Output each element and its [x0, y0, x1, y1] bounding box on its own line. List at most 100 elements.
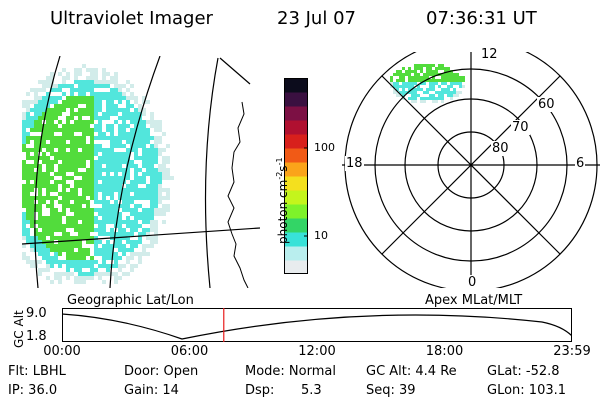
- aurora-pixel: [50, 128, 54, 132]
- aurora-pixel: [38, 172, 42, 176]
- aurora-pixel: [150, 244, 154, 248]
- aurora-pixel: [86, 84, 90, 88]
- aurora-pixel: [98, 100, 102, 104]
- aurora-pixel: [78, 96, 82, 100]
- aurora-pixel: [70, 256, 74, 260]
- polar-aurora-pixel: [438, 97, 441, 100]
- aurora-pixel: [70, 152, 74, 156]
- aurora-pixel: [50, 140, 54, 144]
- aurora-pixel: [74, 196, 78, 200]
- aurora-pixel: [130, 180, 134, 184]
- aurora-pixel: [50, 248, 54, 252]
- aurora-pixel: [130, 232, 134, 236]
- aurora-pixel: [110, 272, 114, 276]
- aurora-pixel: [98, 144, 102, 148]
- aurora-pixel: [86, 172, 90, 176]
- aurora-pixel: [154, 148, 158, 152]
- polar-aurora-pixel: [396, 70, 399, 73]
- aurora-pixel: [74, 188, 78, 192]
- aurora-pixel: [154, 204, 158, 208]
- aurora-pixel: [122, 144, 126, 148]
- aurora-pixel: [38, 204, 42, 208]
- aurora-pixel: [54, 152, 58, 156]
- polar-aurora-pixel: [420, 79, 423, 82]
- aurora-pixel: [42, 180, 46, 184]
- status-gain: Gain: 14: [124, 383, 179, 398]
- aurora-pixel: [26, 148, 30, 152]
- aurora-pixel: [34, 112, 38, 116]
- aurora-pixel: [70, 244, 74, 248]
- aurora-pixel: [38, 156, 42, 160]
- aurora-pixel: [98, 92, 102, 96]
- aurora-pixel: [54, 260, 58, 264]
- aurora-pixel: [110, 80, 114, 84]
- polar-aurora-pixel: [447, 85, 450, 88]
- aurora-pixel: [86, 132, 90, 136]
- aurora-pixel: [50, 208, 54, 212]
- aurora-pixel: [158, 148, 162, 152]
- aurora-pixel: [86, 276, 90, 280]
- polar-aurora-pixel: [411, 85, 414, 88]
- aurora-pixel: [74, 236, 78, 240]
- aurora-pixel: [42, 248, 46, 252]
- aurora-pixel: [106, 204, 110, 208]
- polar-aurora-pixel: [435, 97, 438, 100]
- aurora-pixel: [94, 144, 98, 148]
- aurora-pixel: [110, 112, 114, 116]
- geo-grid-line: [22, 227, 260, 245]
- aurora-pixel: [98, 108, 102, 112]
- aurora-pixel: [94, 252, 98, 256]
- aurora-pixel: [58, 172, 62, 176]
- polar-aurora-pixel: [435, 82, 438, 85]
- aurora-pixel: [130, 228, 134, 232]
- colorbar: [284, 78, 308, 274]
- aurora-pixel: [86, 192, 90, 196]
- aurora-pixel: [74, 164, 78, 168]
- aurora-pixel: [98, 212, 102, 216]
- aurora-pixel: [82, 260, 86, 264]
- aurora-pixel: [138, 224, 142, 228]
- aurora-pixel: [62, 212, 66, 216]
- aurora-pixel: [126, 104, 130, 108]
- polar-aurora-pixel: [432, 88, 435, 91]
- aurora-pixel: [42, 108, 46, 112]
- aurora-pixel: [70, 124, 74, 128]
- aurora-pixel: [34, 240, 38, 244]
- aurora-pixel: [78, 156, 82, 160]
- aurora-pixel: [102, 168, 106, 172]
- aurora-pixel: [114, 200, 118, 204]
- aurora-pixel: [26, 112, 30, 116]
- aurora-pixel: [78, 152, 82, 156]
- aurora-pixel: [26, 116, 30, 120]
- aurora-pixel: [90, 192, 94, 196]
- aurora-pixel: [102, 80, 106, 84]
- aurora-pixel: [114, 260, 118, 264]
- alt-y-min: 1.8: [26, 329, 47, 344]
- aurora-pixel: [54, 112, 58, 116]
- aurora-pixel: [22, 128, 26, 132]
- aurora-pixel: [78, 232, 82, 236]
- aurora-pixel: [122, 188, 126, 192]
- polar-aurora-pixel: [423, 76, 426, 79]
- aurora-pixel: [94, 112, 98, 116]
- aurora-pixel: [26, 208, 30, 212]
- aurora-pixel: [38, 88, 42, 92]
- aurora-pixel: [62, 244, 66, 248]
- colorbar-cell: [284, 120, 308, 135]
- aurora-pixel: [142, 156, 146, 160]
- aurora-pixel: [94, 228, 98, 232]
- aurora-pixel: [162, 148, 166, 152]
- aurora-pixel: [102, 244, 106, 248]
- aurora-pixel: [90, 240, 94, 244]
- aurora-pixel: [110, 168, 114, 172]
- aurora-pixel: [74, 160, 78, 164]
- status-flt: Flt: LBHL: [8, 364, 66, 379]
- colorbar-cell: [284, 106, 308, 121]
- polar-aurora-pixel: [405, 91, 408, 94]
- polar-aurora-pixel: [444, 67, 447, 70]
- polar-aurora-pixel: [414, 64, 417, 67]
- aurora-pixel: [142, 136, 146, 140]
- aurora-pixel: [122, 124, 126, 128]
- aurora-pixel: [146, 208, 150, 212]
- aurora-pixel: [74, 156, 78, 160]
